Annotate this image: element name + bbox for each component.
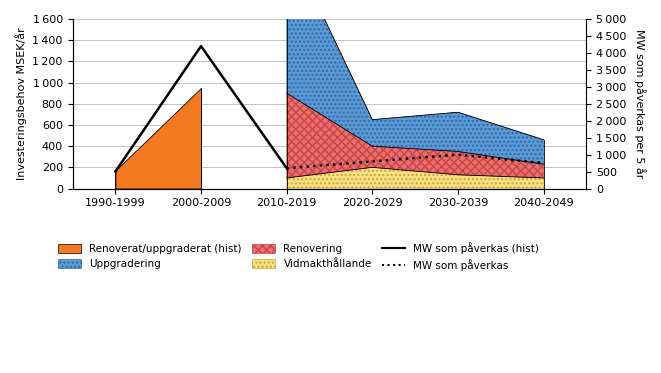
Y-axis label: MW som påverkas per 5 år: MW som påverkas per 5 år [634, 29, 646, 178]
Y-axis label: Investeringsbehov MSEK/år: Investeringsbehov MSEK/år [15, 27, 27, 180]
Legend: Renoverat/uppgraderat (hist), Uppgradering, Renovering, Vidmakthållande, MW som : Renoverat/uppgraderat (hist), Uppgraderi… [54, 238, 543, 275]
